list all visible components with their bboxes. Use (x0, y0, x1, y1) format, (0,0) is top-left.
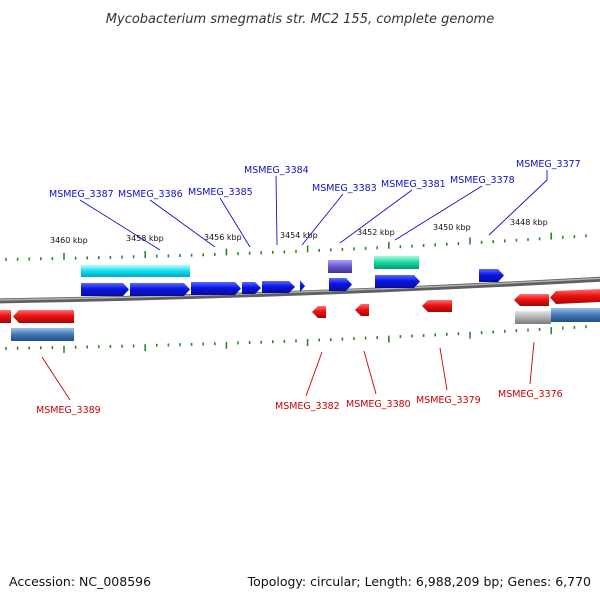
forward-gene-arrow[interactable] (479, 269, 504, 282)
forward-gene-arrow[interactable] (262, 281, 295, 293)
label-leader-line (363, 350, 377, 395)
label-leader-line (149, 199, 216, 248)
label-leader-line (488, 179, 548, 236)
gene-label-msmeg-3378[interactable]: MSMEG_3378 (450, 175, 515, 186)
gene-label-msmeg-3377[interactable]: MSMEG_3377 (516, 159, 581, 170)
kbp-label: 3460 kbp (50, 236, 88, 245)
cds-feature-cyan[interactable] (81, 265, 130, 277)
label-leader-line (394, 185, 483, 241)
label-leader-line (79, 199, 161, 251)
cds-feature-teal[interactable] (374, 256, 419, 269)
reverse-gene-arrow[interactable] (13, 310, 74, 323)
forward-gene-arrow[interactable] (242, 282, 261, 294)
label-leader-line (275, 175, 278, 246)
forward-gene-arrow[interactable] (191, 282, 241, 295)
kbp-label: 3452 kbp (357, 228, 395, 237)
gene-label-msmeg-3383[interactable]: MSMEG_3383 (312, 183, 377, 194)
label-leader-line (439, 347, 448, 391)
forward-gene-arrow[interactable] (130, 283, 190, 296)
genome-backbone (0, 276, 600, 304)
reverse-gene-arrow[interactable] (0, 310, 11, 323)
forward-gene-labels: MSMEG_3387 MSMEG_3386 MSMEG_3385 MSMEG_3… (49, 159, 581, 251)
gene-label-msmeg-3387[interactable]: MSMEG_3387 (49, 189, 114, 200)
accession-text: Accession: NC_008596 (9, 574, 151, 589)
kbp-label: 3456 kbp (204, 233, 242, 242)
kbp-label: 3454 kbp (280, 231, 318, 240)
gene-label-msmeg-3380[interactable]: MSMEG_3380 (346, 399, 411, 410)
gene-label-msmeg-3381[interactable]: MSMEG_3381 (381, 179, 446, 190)
label-leader-line (41, 356, 71, 401)
forward-gene-arrow[interactable] (375, 275, 420, 288)
gene-label-msmeg-3386[interactable]: MSMEG_3386 (118, 189, 183, 200)
kbp-label: 3450 kbp (433, 223, 471, 232)
label-leader-line (219, 197, 251, 248)
reverse-gene-arrow[interactable] (312, 306, 326, 318)
gene-label-msmeg-3384[interactable]: MSMEG_3384 (244, 165, 309, 176)
reverse-gene-arrow[interactable] (422, 300, 452, 312)
gene-label-msmeg-3385[interactable]: MSMEG_3385 (188, 187, 253, 198)
cds-feature-purple[interactable] (328, 260, 352, 273)
kbp-label: 3458 kbp (126, 234, 164, 243)
cds-feature-grey[interactable] (515, 311, 551, 324)
gene-label-msmeg-3379[interactable]: MSMEG_3379 (416, 395, 481, 406)
reverse-gene-arrow[interactable] (550, 289, 600, 304)
cds-feature-cyan[interactable] (130, 265, 190, 277)
kbp-scale-labels: 3460 kbp 3458 kbp 3456 kbp 3454 kbp 3452… (50, 218, 548, 245)
gene-label-msmeg-3389[interactable]: MSMEG_3389 (36, 405, 101, 416)
label-leader-line (305, 351, 323, 397)
forward-tick-row (5, 232, 587, 261)
reverse-gene-arrow[interactable] (355, 304, 369, 316)
forward-gene-arrow[interactable] (300, 280, 305, 292)
reverse-gene-arrow[interactable] (514, 294, 549, 306)
forward-gene-arrow[interactable] (329, 278, 352, 291)
kbp-label: 3448 kbp (510, 218, 548, 227)
genome-summary-text: Topology: circular; Length: 6,988,209 bp… (247, 574, 591, 589)
label-leader-line (529, 341, 535, 385)
reverse-tick-row (5, 325, 587, 353)
label-leader-line (339, 189, 413, 244)
cds-feature-steel[interactable] (11, 328, 74, 341)
reverse-gene-labels: MSMEG_3389 MSMEG_3382 MSMEG_3380 MSMEG_3… (36, 341, 563, 416)
label-leader-line (301, 193, 344, 246)
cds-feature-steel[interactable] (551, 308, 600, 322)
forward-gene-arrow[interactable] (81, 283, 129, 296)
genome-title: Mycobacterium smegmatis str. MC2 155, co… (106, 12, 494, 27)
gene-label-msmeg-3376[interactable]: MSMEG_3376 (498, 389, 563, 400)
gene-label-msmeg-3382[interactable]: MSMEG_3382 (275, 401, 340, 412)
